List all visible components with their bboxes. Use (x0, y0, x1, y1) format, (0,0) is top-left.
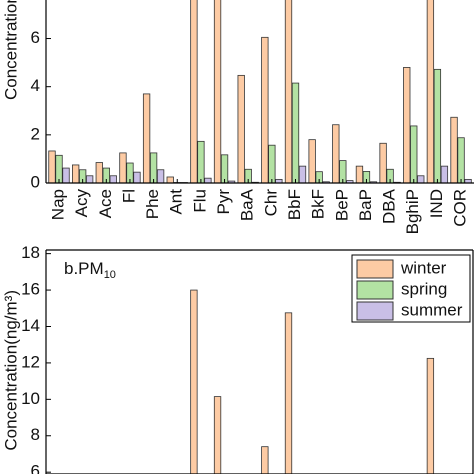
bar (62, 167, 70, 183)
bar (261, 446, 269, 474)
bar (213, 0, 222, 183)
legend-label: spring (401, 279, 447, 298)
legend-swatch (356, 280, 394, 300)
bar (440, 165, 449, 183)
x-tick-label: Nap (48, 189, 67, 220)
y-tick-label: 6 (31, 462, 40, 474)
x-tick-label: Pyr (214, 189, 233, 215)
bar (291, 82, 300, 183)
bar (102, 167, 110, 183)
bar (190, 289, 198, 474)
x-tick-label: COR (451, 189, 470, 227)
legend-label: summer (401, 300, 463, 319)
y-tick-label: 0 (31, 172, 40, 191)
bar (48, 150, 56, 183)
y-tick-label: 12 (21, 352, 40, 371)
x-tick-label: Acy (72, 189, 91, 218)
bar (284, 312, 293, 474)
x-tick-label: BeP (332, 189, 351, 221)
plot-area (48, 0, 472, 183)
bar (156, 169, 165, 183)
bar (95, 162, 103, 183)
title-subscript: 10 (104, 269, 116, 281)
bar (284, 0, 293, 183)
bar (197, 140, 205, 183)
x-tick-label: BbF (285, 189, 304, 220)
x-tick-label: BaA (238, 188, 257, 221)
bar (457, 137, 465, 183)
bar (268, 144, 276, 183)
y-tick-label: 2 (31, 124, 40, 143)
chart-title: b.PM10 (64, 259, 116, 280)
bar (72, 164, 80, 183)
title-main: b.PM (64, 259, 104, 278)
bar (261, 36, 269, 183)
bar (379, 142, 387, 183)
bar (190, 0, 198, 183)
x-tick-label: DBA (380, 188, 399, 224)
x-tick-label: Fl (119, 189, 138, 203)
bar (142, 93, 151, 183)
bar (237, 74, 245, 183)
bar (426, 357, 435, 474)
bar (86, 175, 94, 183)
bar (133, 171, 141, 183)
y-axis-label: Concentration(ng/m³) (1, 290, 20, 451)
bar (55, 154, 63, 183)
bar (119, 152, 127, 183)
y-tick-label: 14 (21, 316, 40, 335)
bar (227, 180, 236, 183)
y-tick-label: 10 (21, 389, 40, 408)
bar (426, 0, 435, 183)
x-tick-label: Chr (261, 189, 280, 217)
bar (362, 171, 371, 183)
x-tick-label: Ant (167, 189, 186, 215)
legend-label: winter (400, 258, 447, 277)
plot-area (190, 289, 435, 474)
y-tick-label: 8 (31, 425, 40, 444)
bar (298, 165, 307, 183)
bar (109, 175, 117, 183)
x-tick-label: Phe (143, 189, 162, 219)
bar (204, 177, 212, 183)
bar (433, 68, 442, 183)
x-tick-label: Ace (96, 189, 115, 218)
bar (339, 160, 347, 183)
x-tick-label: Flu (190, 189, 209, 213)
y-tick-label: 4 (31, 76, 40, 95)
bar (126, 162, 134, 183)
legend-swatch (356, 259, 394, 279)
bar (332, 124, 340, 183)
bar (355, 165, 364, 183)
bar (417, 175, 425, 183)
y-tick-label: 6 (31, 28, 40, 47)
bar (450, 116, 458, 183)
x-tick-label: BghiP (403, 189, 422, 234)
x-tick-label: IND (427, 189, 446, 218)
x-tick-label: BkF (309, 189, 328, 219)
y-tick-label: 16 (21, 280, 40, 299)
y-axis-label: Concentration(ng/m³) (1, 0, 20, 100)
bar (308, 139, 316, 183)
bar (213, 396, 222, 474)
bar (220, 154, 229, 183)
legend-swatch (356, 301, 394, 321)
bar (403, 67, 411, 183)
x-tick-label: BaP (356, 189, 375, 221)
bar (410, 125, 418, 183)
y-tick-label: 18 (21, 243, 40, 262)
bar (149, 152, 158, 183)
bar (166, 176, 174, 183)
